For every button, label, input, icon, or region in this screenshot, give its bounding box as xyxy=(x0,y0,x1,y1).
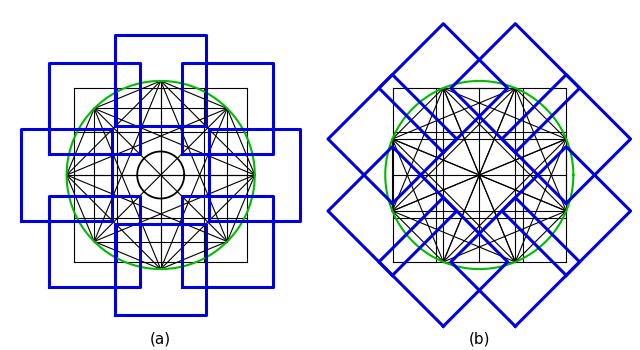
Text: (a): (a) xyxy=(150,331,172,346)
Text: (b): (b) xyxy=(468,331,490,346)
